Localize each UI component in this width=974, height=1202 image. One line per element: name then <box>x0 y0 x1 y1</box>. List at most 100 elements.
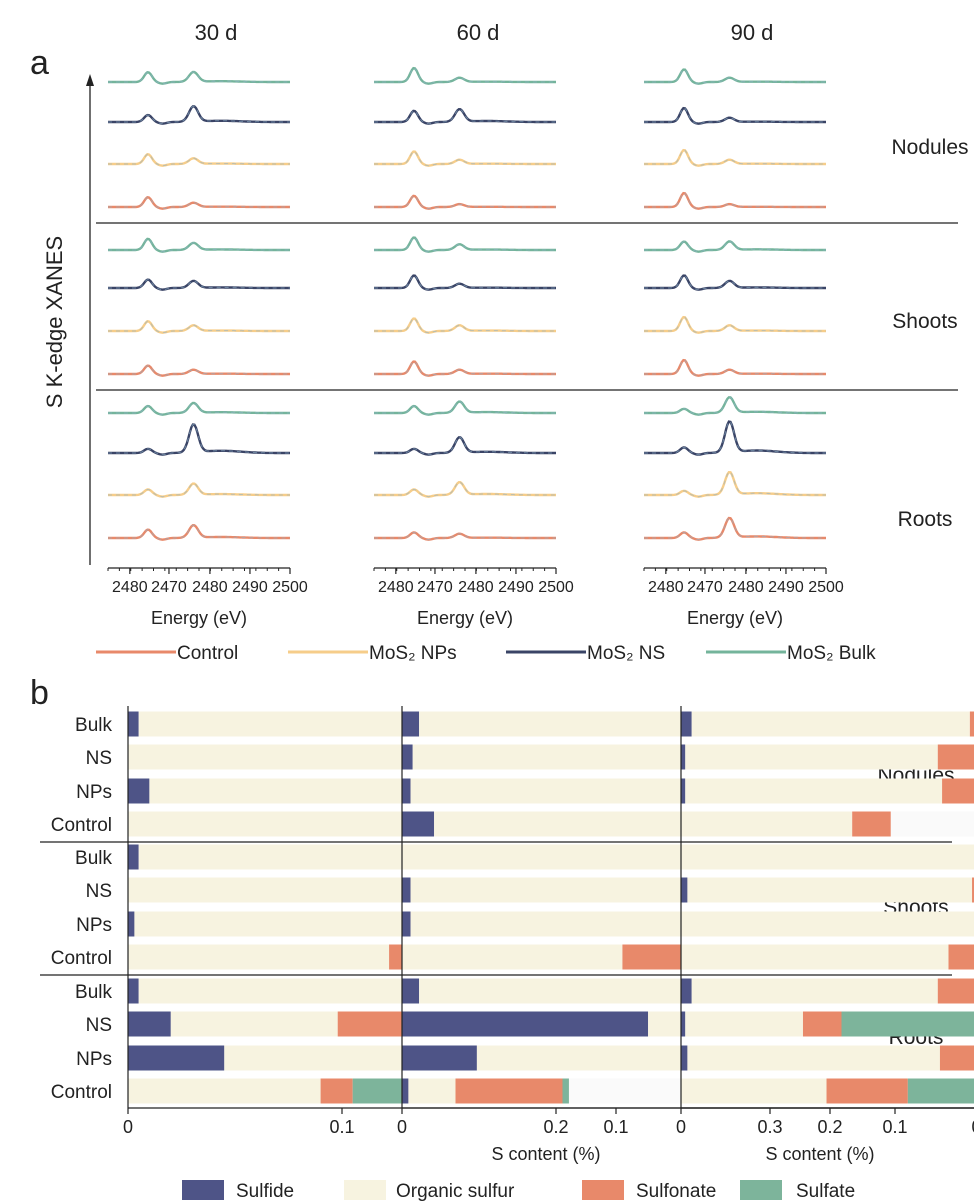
bar-seg-1-0-1-0 <box>402 744 413 770</box>
xanes-tick-label-0-4: 2500 <box>272 579 308 596</box>
bar-seg-2-0-1-2 <box>937 744 974 770</box>
xanes-fit-1-1-0 <box>374 237 556 253</box>
bar-seg-1-1-2-0 <box>402 911 411 937</box>
bar-seg-2-1-1-1 <box>687 877 973 903</box>
legend-a-label-ns: MoS₂ NS <box>587 643 665 664</box>
y-axis-arrowhead <box>86 74 94 86</box>
row-label-roots-a: Roots <box>898 508 953 531</box>
legend-a: Control MoS₂ NPs MoS₂ NS MoS₂ Bulk <box>96 643 876 664</box>
bar-seg-2-0-3-1 <box>681 811 853 837</box>
bar-seg-2-0-0-1 <box>691 711 970 737</box>
xanes-fit-1-0-0 <box>374 67 556 85</box>
xanes-tick-label-0-3: 2490 <box>232 579 268 596</box>
bar-seg-0-1-1-1 <box>128 877 407 903</box>
bar-seg-0-0-0-0 <box>128 711 139 737</box>
xanes-fit-0-0-0 <box>108 71 290 85</box>
bar-category-label-0-2: NPs <box>76 782 112 803</box>
bar-seg-0-1-0-0 <box>128 844 139 870</box>
column-title-30d: 30 d <box>195 20 238 45</box>
xanes-fit-2-1-3 <box>644 359 826 377</box>
bar-seg-1-2-1-0 <box>402 1011 649 1037</box>
stacked-bars <box>128 711 974 1104</box>
bar-xlabel-0: S content (%) <box>491 1144 600 1164</box>
bar-tick-label-1-2: 0.2 <box>817 1117 842 1137</box>
xanes-tick-label-1-2: 2480 <box>458 579 494 596</box>
bar-seg-2-2-2-0 <box>681 1045 688 1071</box>
xanes-tick-label-2-2: 2480 <box>728 579 764 596</box>
bar-tick-label-0-0: 0 <box>123 1117 133 1137</box>
bar-category-label-2-0: Bulk <box>75 982 112 1003</box>
bar-seg-2-2-2-1 <box>687 1045 940 1071</box>
bar-seg-0-1-3-1 <box>128 944 390 970</box>
xanes-fit-1-2-1 <box>374 436 556 456</box>
xanes-fit-2-0-3 <box>644 192 826 210</box>
bar-seg-1-0-3-0 <box>402 811 435 837</box>
xanes-plots <box>108 66 826 541</box>
bar-tick-label-0-1: 0.1 <box>329 1117 354 1137</box>
bar-seg-0-2-3-2 <box>320 1078 353 1104</box>
xanes-fit-0-0-3 <box>108 196 290 210</box>
bar-seg-2-1-3-2 <box>948 944 974 970</box>
xanes-fit-0-1-1 <box>108 279 290 291</box>
bar-seg-1-1-1-0 <box>402 877 411 903</box>
bar-category-label-2-2: NPs <box>76 1049 112 1070</box>
xanes-tick-label-2-0: 2480 <box>648 579 684 596</box>
bar-seg-1-2-3-1 <box>408 1078 456 1104</box>
bar-seg-2-1-1-0 <box>681 877 688 903</box>
bar-seg-2-2-3-3 <box>907 1078 974 1104</box>
panel-b-letter: b <box>30 674 49 712</box>
bar-seg-0-0-1-1 <box>128 744 402 770</box>
legend-b-label-organic: Organic sulfur <box>396 1181 515 1202</box>
xanes-trace-2-2-1 <box>644 420 826 456</box>
xanes-fit-1-1-3 <box>374 361 556 377</box>
xanes-trace-2-0-3 <box>644 191 826 210</box>
xanes-trace-2-0-1 <box>644 106 826 125</box>
xanes-tick-label-2-1: 2470 <box>687 579 723 596</box>
xanes-fit-1-0-2 <box>374 151 556 167</box>
bar-seg-2-0-1-0 <box>681 744 686 770</box>
bar-seg-2-0-1-1 <box>685 744 938 770</box>
bar-seg-1-0-2-0 <box>402 778 411 804</box>
bar-seg-2-1-3-1 <box>681 944 949 970</box>
legend-a-label-nps: MoS₂ NPs <box>369 643 457 664</box>
legend-b-label-sulfate: Sulfate <box>796 1181 855 1202</box>
bar-seg-2-0-0-2 <box>969 711 974 737</box>
bar-seg-0-2-1-0 <box>128 1011 171 1037</box>
bar-seg-2-0-2-1 <box>685 778 943 804</box>
xanes-trace-1-2-0 <box>374 400 556 416</box>
legend-a-label-bulk: MoS₂ Bulk <box>787 643 876 664</box>
bar-seg-2-1-2-1 <box>681 911 974 937</box>
xanes-tick-label-2-3: 2490 <box>768 579 804 596</box>
xanes-fit-2-0-2 <box>644 149 826 167</box>
row-label-shoots-a: Shoots <box>892 310 957 333</box>
bar-seg-1-0-0-0 <box>402 711 420 737</box>
xanes-fit-1-1-1 <box>374 275 556 291</box>
bar-seg-1-2-3-3 <box>562 1078 569 1104</box>
xanes-trace-1-0-0 <box>374 66 556 85</box>
xanes-fit-2-1-1 <box>644 275 826 291</box>
bar-seg-2-2-3-2 <box>826 1078 908 1104</box>
bar-seg-2-2-1-1 <box>685 1011 803 1037</box>
bar-seg-0-2-1-2 <box>337 1011 413 1037</box>
xanes-fit-2-2-3 <box>644 517 826 541</box>
bar-seg-1-2-3-0 <box>402 1078 409 1104</box>
xanes-tick-label-1-0: 2480 <box>378 579 414 596</box>
column-title-90d: 90 d <box>731 20 774 45</box>
bar-tick-label-2-1: 0.1 <box>882 1117 907 1137</box>
bar-category-label-2-1: NS <box>86 1015 112 1036</box>
bar-seg-1-2-0-0 <box>402 978 420 1004</box>
bar-seg-2-2-1-0 <box>681 1011 686 1037</box>
bar-tick-label-0-3: 0.3 <box>757 1117 782 1137</box>
bar-seg-2-0-2-2 <box>942 778 974 804</box>
xanes-xlabel-0: Energy (eV) <box>151 608 247 628</box>
xanes-trace-0-0-1 <box>108 105 290 125</box>
bar-seg-2-0-0-0 <box>681 711 692 737</box>
bar-category-label-1-2: NPs <box>76 915 112 936</box>
legend-b-label-sulfide: Sulfide <box>236 1181 294 1202</box>
xanes-trace-1-0-1 <box>374 107 556 125</box>
xanes-xlabel-1: Energy (eV) <box>417 608 513 628</box>
xanes-xlabel-2: Energy (eV) <box>687 608 783 628</box>
xanes-trace-0-2-0 <box>108 401 290 416</box>
legend-b-swatch-organic <box>344 1180 386 1200</box>
